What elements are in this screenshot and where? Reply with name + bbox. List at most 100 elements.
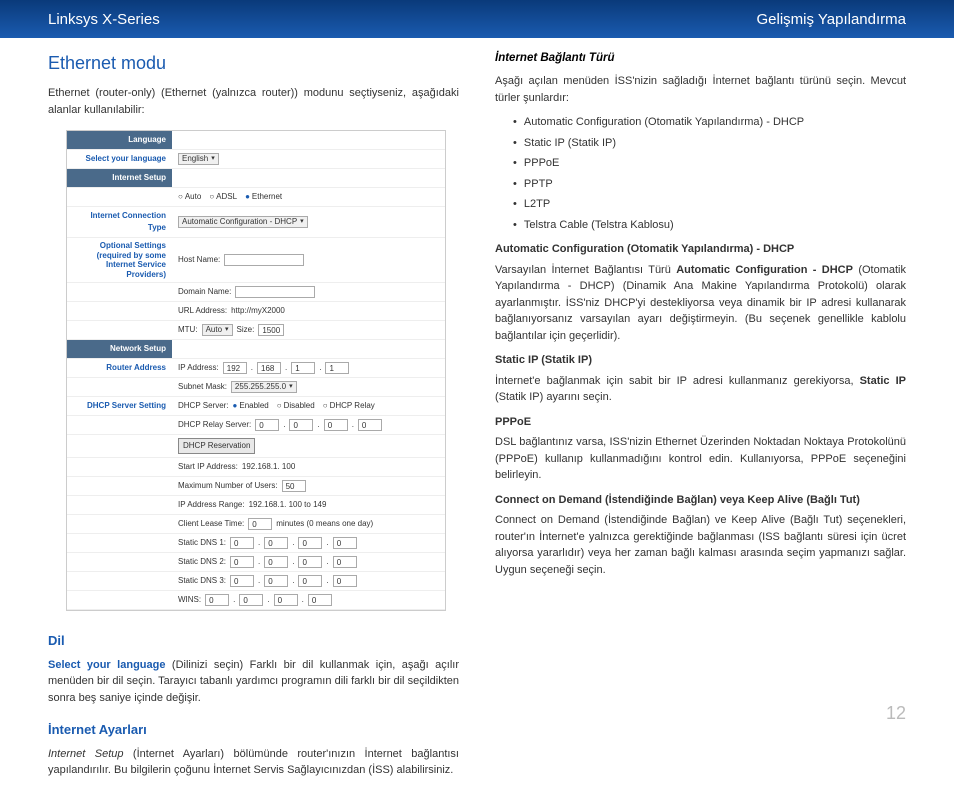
lease-input[interactable]: 0 (248, 518, 272, 530)
dns1-o4[interactable]: 0 (333, 537, 357, 549)
ip-octet-3[interactable]: 1 (291, 362, 315, 374)
dhcp-reservation-button[interactable]: DHCP Reservation (178, 438, 255, 454)
rc-internet-header: Internet Setup (67, 169, 172, 187)
language-select[interactable]: English (178, 153, 219, 165)
right-column: İnternet Bağlantı Türü Aşağı açılan menü… (495, 50, 906, 787)
relay-o3[interactable]: 0 (324, 419, 348, 431)
wins-o1[interactable]: 0 (205, 594, 229, 606)
subnet-label: Subnet Mask: (178, 381, 227, 393)
static-pre: İnternet'e bağlanmak için sabit bir IP a… (495, 375, 860, 387)
type-telstra: Telstra Cable (Telstra Kablosu) (513, 217, 906, 234)
dhcp-relay-radio[interactable]: DHCP Relay (323, 400, 375, 412)
dns3-o1[interactable]: 0 (230, 575, 254, 587)
dns1-o2[interactable]: 0 (264, 537, 288, 549)
wins-label: WINS: (178, 594, 201, 606)
rc-conn-type-label: Internet Connection Type (67, 207, 172, 237)
dns2-o3[interactable]: 0 (298, 556, 322, 568)
dns2-o1[interactable]: 0 (230, 556, 254, 568)
pppoe-subhead: PPPoE (495, 414, 906, 431)
dns3-o2[interactable]: 0 (264, 575, 288, 587)
dhcp-strong: Automatic Configuration - DHCP (676, 264, 853, 276)
rc-router-addr-label: Router Address (67, 359, 172, 377)
dns2-o4[interactable]: 0 (333, 556, 357, 568)
header-left: Linksys X-Series (48, 11, 160, 28)
static-text: İnternet'e bağlanmak için sabit bir IP a… (495, 373, 906, 406)
start-ip-label: Start IP Address: (178, 461, 238, 473)
dil-highlight: Select your language (48, 659, 165, 671)
rc-select-lang-label: Select your language (67, 150, 172, 168)
relay-o2[interactable]: 0 (289, 419, 313, 431)
auto-radio[interactable]: Auto (178, 191, 201, 203)
dhcp-server-label: DHCP Server: (178, 400, 229, 412)
rc-dhcp-setting-label: DHCP Server Setting (67, 397, 172, 415)
type-l2tp: L2TP (513, 196, 906, 213)
adsl-radio[interactable]: ADSL (209, 191, 237, 203)
dhcp-subhead: Automatic Configuration (Otomatik Yapıla… (495, 241, 906, 258)
ethernet-mode-title: Ethernet modu (48, 50, 459, 77)
static-strong: Static IP (860, 375, 906, 387)
lease-unit: minutes (0 means one day) (276, 518, 373, 530)
lease-label: Client Lease Time: (178, 518, 244, 530)
connection-types-list: Automatic Configuration (Otomatik Yapıla… (513, 114, 906, 233)
rc-language-header: Language (67, 131, 172, 149)
ip-address-label: IP Address: (178, 362, 219, 374)
relay-o4[interactable]: 0 (358, 419, 382, 431)
wins-o3[interactable]: 0 (274, 594, 298, 606)
relay-o1[interactable]: 0 (255, 419, 279, 431)
type-static: Static IP (Statik IP) (513, 135, 906, 152)
page-header: Linksys X-Series Gelişmiş Yapılandırma (0, 0, 954, 38)
wins-o4[interactable]: 0 (308, 594, 332, 606)
ethernet-radio[interactable]: Ethernet (245, 191, 282, 203)
dil-text: Select your language (Dilinizi seçin) Fa… (48, 657, 459, 707)
static-subhead: Static IP (Statik IP) (495, 352, 906, 369)
dns1-label: Static DNS 1: (178, 537, 226, 549)
ip-range-value: 192.168.1. 100 to 149 (249, 499, 327, 511)
subnet-select[interactable]: 255.255.255.0 (231, 381, 297, 393)
dns1-o3[interactable]: 0 (298, 537, 322, 549)
type-pppoe: PPPoE (513, 155, 906, 172)
page-number: 12 (886, 703, 906, 724)
dns3-o4[interactable]: 0 (333, 575, 357, 587)
rc-network-header: Network Setup (67, 340, 172, 358)
mtu-select[interactable]: Auto (202, 324, 233, 336)
conn-type-select[interactable]: Automatic Configuration - DHCP (178, 216, 308, 228)
dhcp-text: Varsayılan İnternet Bağlantısı Türü Auto… (495, 262, 906, 345)
dns2-o2[interactable]: 0 (264, 556, 288, 568)
max-users-input[interactable]: 50 (282, 480, 306, 492)
type-dhcp: Automatic Configuration (Otomatik Yapıla… (513, 114, 906, 131)
ip-octet-2[interactable]: 168 (257, 362, 281, 374)
left-column: Ethernet modu Ethernet (router-only) (Et… (48, 50, 459, 787)
header-right: Gelişmiş Yapılandırma (756, 11, 906, 28)
mtu-label: MTU: (178, 324, 198, 336)
wins-o2[interactable]: 0 (239, 594, 263, 606)
url-label: URL Address: (178, 305, 227, 317)
rc-optional-label: Optional Settings (required by some Inte… (67, 238, 172, 282)
dhcp-disabled-radio[interactable]: Disabled (277, 400, 315, 412)
max-users-label: Maximum Number of Users: (178, 480, 278, 492)
domain-name-label: Domain Name: (178, 286, 231, 298)
ip-octet-4[interactable]: 1 (325, 362, 349, 374)
type-pptp: PPTP (513, 176, 906, 193)
domain-name-input[interactable] (235, 286, 315, 298)
internet-baglanti-intro: Aşağı açılan menüden İSS'nizin sağladığı… (495, 73, 906, 106)
size-label: Size: (237, 324, 255, 336)
static-post: (Statik IP) ayarını seçin. (495, 391, 612, 403)
ip-octet-1[interactable]: 192 (223, 362, 247, 374)
dhcp-relay-label: DHCP Relay Server: (178, 419, 251, 431)
host-name-input[interactable] (224, 254, 304, 266)
dhcp-enabled-radio[interactable]: Enabled (233, 400, 269, 412)
dns1-o1[interactable]: 0 (230, 537, 254, 549)
size-input[interactable]: 1500 (258, 324, 284, 336)
content-area: Ethernet modu Ethernet (router-only) (Et… (0, 38, 954, 787)
dhcp-pre: Varsayılan İnternet Bağlantısı Türü (495, 264, 676, 276)
internet-baglanti-heading: İnternet Bağlantı Türü (495, 50, 906, 67)
cod-subhead: Connect on Demand (İstendiğinde Bağlan) … (495, 492, 906, 509)
router-config-screenshot: Language Select your language English Int… (66, 130, 446, 611)
pppoe-text: DSL bağlantınız varsa, ISS'nizin Etherne… (495, 434, 906, 484)
dns2-label: Static DNS 2: (178, 556, 226, 568)
internet-ayar-heading: İnternet Ayarları (48, 720, 459, 740)
dil-heading: Dil (48, 631, 459, 651)
start-ip-value: 192.168.1. 100 (242, 461, 295, 473)
dns3-o3[interactable]: 0 (298, 575, 322, 587)
internet-ayar-text: Internet Setup (İnternet Ayarları) bölüm… (48, 746, 459, 779)
